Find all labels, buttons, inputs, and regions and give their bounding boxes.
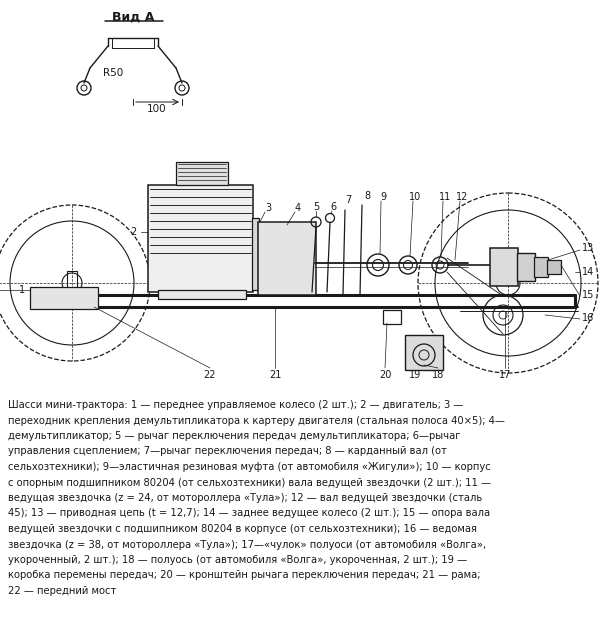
Text: 21: 21 (269, 370, 281, 380)
Bar (405, 335, 443, 370)
Bar (534, 257, 548, 277)
Text: 20: 20 (379, 370, 391, 380)
Text: с опорным подшипником 80204 (от сельхозтехники) вала ведущей звездочки (2 шт.); : с опорным подшипником 80204 (от сельхозт… (8, 478, 491, 487)
Text: переходник крепления демультипликатора к картеру двигателя (стальная полоса 40×5: переходник крепления демультипликатора к… (8, 415, 505, 426)
Bar (67, 271, 77, 295)
Text: 22 — передний мост: 22 — передний мост (8, 586, 117, 596)
Text: Вид А: Вид А (112, 11, 154, 24)
Text: 18: 18 (432, 370, 444, 380)
Text: 5: 5 (313, 202, 319, 212)
Text: коробка перемены передач; 20 — кронштейн рычага переключения передач; 21 — рама;: коробка перемены передач; 20 — кронштейн… (8, 571, 481, 580)
Bar (252, 218, 259, 290)
Text: 1: 1 (19, 285, 25, 295)
Text: 100: 100 (147, 104, 167, 114)
Text: 14: 14 (582, 267, 594, 277)
Text: демультипликатор; 5 — рычаг переключения передач демультипликатора; 6—рычаг: демультипликатор; 5 — рычаг переключения… (8, 431, 460, 441)
Text: Шасси мини-трактора: 1 — переднее управляемое колесо (2 шт.); 2 — двигатель; 3 —: Шасси мини-трактора: 1 — переднее управл… (8, 400, 464, 410)
Text: 10: 10 (409, 192, 421, 202)
Text: 19: 19 (409, 370, 421, 380)
Text: 7: 7 (345, 195, 351, 205)
Text: сельхозтехники); 9—эластичная резиновая муфта (от автомобиля «Жигули»); 10 — кор: сельхозтехники); 9—эластичная резиновая … (8, 462, 491, 472)
Text: 15: 15 (582, 290, 594, 300)
Text: 22: 22 (204, 370, 216, 380)
Bar (176, 162, 228, 185)
Text: 6: 6 (330, 202, 336, 212)
Text: 8: 8 (364, 191, 370, 201)
Text: 3: 3 (265, 203, 271, 213)
Text: R50: R50 (103, 68, 123, 78)
Bar (490, 248, 518, 286)
Bar (383, 310, 401, 324)
Text: 2: 2 (130, 227, 136, 237)
Text: 16: 16 (582, 313, 594, 323)
Bar (148, 185, 253, 292)
Text: 13: 13 (582, 243, 594, 253)
Text: звездочка (z = 38, от мотороллера «Тула»); 17—«чулок» полуоси (от автомобиля «Во: звездочка (z = 38, от мотороллера «Тула»… (8, 540, 486, 550)
Text: управления сцеплением; 7—рычаг переключения передач; 8 — карданный вал (от: управления сцеплением; 7—рычаг переключе… (8, 447, 447, 457)
Bar (30, 287, 98, 309)
Text: ведущей звездочки с подшипником 80204 в корпусе (от сельхозтехники); 16 — ведома: ведущей звездочки с подшипником 80204 в … (8, 524, 477, 534)
Bar (158, 290, 246, 299)
Text: 9: 9 (380, 192, 386, 202)
Bar (258, 222, 316, 295)
Text: укороченный, 2 шт.); 18 — полуось (от автомобиля «Волга», укороченная, 2 шт.); 1: укороченный, 2 шт.); 18 — полуось (от ав… (8, 555, 467, 565)
Bar (547, 260, 561, 274)
Bar (517, 253, 535, 281)
Text: 12: 12 (456, 192, 468, 202)
Text: ведущая звездочка (z = 24, от мотороллера «Тула»); 12 — вал ведущей звездочки (с: ведущая звездочка (z = 24, от мотороллер… (8, 493, 482, 503)
Text: 45); 13 — приводная цепь (t = 12,7); 14 — заднее ведущее колесо (2 шт.); 15 — оп: 45); 13 — приводная цепь (t = 12,7); 14 … (8, 508, 490, 519)
Text: 11: 11 (439, 192, 451, 202)
Text: 17: 17 (499, 370, 511, 380)
Text: 4: 4 (295, 203, 301, 213)
